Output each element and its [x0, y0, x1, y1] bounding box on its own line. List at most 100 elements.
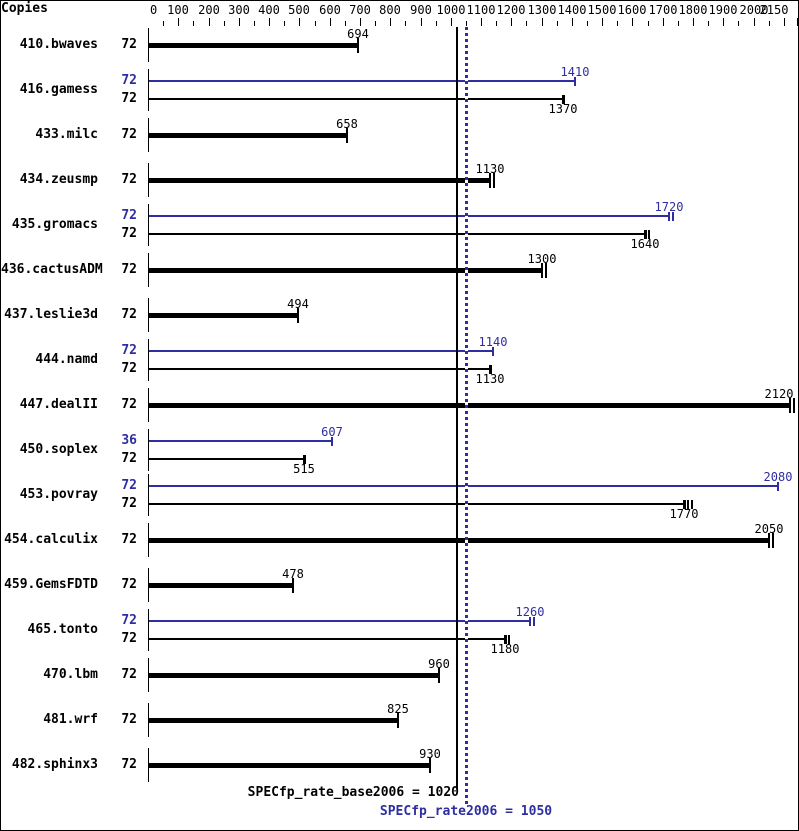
copies-value: 72 [121, 577, 137, 592]
row-baseline-tick [148, 523, 149, 557]
copies-value: 72 [121, 73, 137, 88]
bar-end-tick [303, 455, 306, 464]
base-bar [149, 583, 293, 588]
axis-tick-mark [254, 21, 255, 26]
axis-tick-mark [587, 21, 588, 26]
axis-tick-label: 1200 [496, 3, 526, 17]
axis-tick-label: 1900 [708, 3, 738, 17]
row-baseline-tick [148, 204, 149, 246]
copies-value: 72 [121, 397, 137, 412]
axis-tick-mark [299, 18, 300, 26]
base-bar [149, 233, 645, 235]
axis-tick-label: 400 [258, 3, 280, 17]
bar-end-tick [493, 173, 495, 188]
axis-tick-mark [451, 18, 452, 26]
bar-value-label: 1720 [654, 200, 684, 214]
axis-tick-label: 600 [319, 3, 341, 17]
benchmark-row: 459.GemsFDTD 72 478 [1, 563, 798, 608]
base-bar [149, 718, 398, 723]
row-baseline-tick [148, 28, 149, 62]
peak-bar [149, 440, 332, 442]
peak-bar [149, 350, 493, 352]
axis-tick-label: 900 [410, 3, 432, 17]
benchmark-row: 481.wrf 72 825 [1, 698, 798, 743]
axis-tick-mark [738, 21, 739, 26]
bar-value-label: 1410 [560, 65, 590, 79]
copies-value: 72 [121, 667, 137, 682]
base-bar [149, 673, 439, 678]
bar-value-label: 658 [336, 117, 358, 131]
bar-end-tick [789, 398, 791, 413]
benchmark-label: 470.lbm [43, 667, 98, 682]
axis-tick-label: 100 [167, 3, 189, 17]
axis-tick-label: 1300 [527, 3, 557, 17]
axis-tick-mark [784, 18, 785, 26]
bar-value-label: 1130 [475, 162, 505, 176]
axis-tick-mark [421, 18, 422, 26]
axis-tick-mark [572, 18, 573, 26]
axis-tick-mark [511, 18, 512, 26]
benchmark-label: 465.tonto [27, 622, 98, 637]
bar-end-tick [529, 617, 531, 626]
axis-tick-label: 1500 [587, 3, 617, 17]
axis-tick-label: 2000 [739, 3, 769, 17]
axis-tick-label: 1600 [617, 3, 647, 17]
copies-value: 72 [121, 478, 137, 493]
copies-value: 72 [121, 208, 137, 223]
axis-tick-mark [269, 18, 270, 26]
bar-end-tick [644, 230, 647, 239]
bar-value-label: 1770 [669, 507, 699, 521]
axis-tick-mark [481, 18, 482, 26]
axis-tick-mark [345, 21, 346, 26]
row-baseline-tick [148, 568, 149, 602]
copies-value: 72 [121, 757, 137, 772]
bar-value-label: 1640 [630, 237, 660, 251]
base-bar [149, 538, 769, 543]
axis-tick-mark [723, 18, 724, 26]
axis-tick-label: 1700 [648, 3, 678, 17]
bar-end-tick [772, 533, 774, 548]
benchmark-row: 453.povray 72 2080 72 1770 [1, 471, 798, 521]
peak-bar [149, 620, 530, 622]
peak-mean-line [465, 27, 468, 807]
bar-end-tick [648, 230, 650, 239]
bar-value-label: 825 [387, 702, 409, 716]
copies-value: 72 [121, 496, 137, 511]
axis-tick-mark [542, 18, 543, 26]
axis-tick-mark [375, 21, 376, 26]
axis-tick-mark [209, 18, 210, 26]
axis-tick-label: 300 [228, 3, 250, 17]
bar-end-tick [357, 38, 359, 53]
base-bar [149, 763, 430, 768]
axis-tick-label: 0 [150, 3, 158, 17]
axis-tick-mark [330, 18, 331, 26]
axis-tick-mark [754, 18, 755, 26]
row-baseline-tick [148, 298, 149, 332]
bar-end-tick [691, 500, 693, 509]
copies-value: 72 [121, 37, 137, 52]
bar-value-label: 2050 [754, 522, 784, 536]
row-baseline-tick [148, 429, 149, 471]
bar-end-tick [768, 533, 770, 548]
benchmark-label: 410.bwaves [19, 37, 98, 52]
benchmark-row: 434.zeusmp 72 1130 [1, 158, 798, 203]
axis-tick-mark [769, 21, 770, 26]
bar-end-tick [429, 758, 431, 773]
benchmark-row: 482.sphinx3 72 930 [1, 743, 798, 788]
benchmark-row: 416.gamess 72 1410 72 1370 [1, 65, 798, 116]
bar-value-label: 1130 [475, 372, 505, 386]
bar-end-tick [438, 668, 440, 683]
axis-tick-label: 1100 [466, 3, 496, 17]
axis-tick-mark [315, 21, 316, 26]
axis-tick-mark [224, 21, 225, 26]
copies-value: 72 [121, 343, 137, 358]
bar-end-tick [668, 212, 670, 221]
benchmark-row: 437.leslie3d 72 494 [1, 293, 798, 338]
copies-value: 72 [121, 712, 137, 727]
copies-value: 72 [121, 631, 137, 646]
axis-tick-mark [648, 21, 649, 26]
axis-tick-mark [405, 21, 406, 26]
axis-tick-mark [663, 18, 664, 26]
copies-value: 72 [121, 361, 137, 376]
